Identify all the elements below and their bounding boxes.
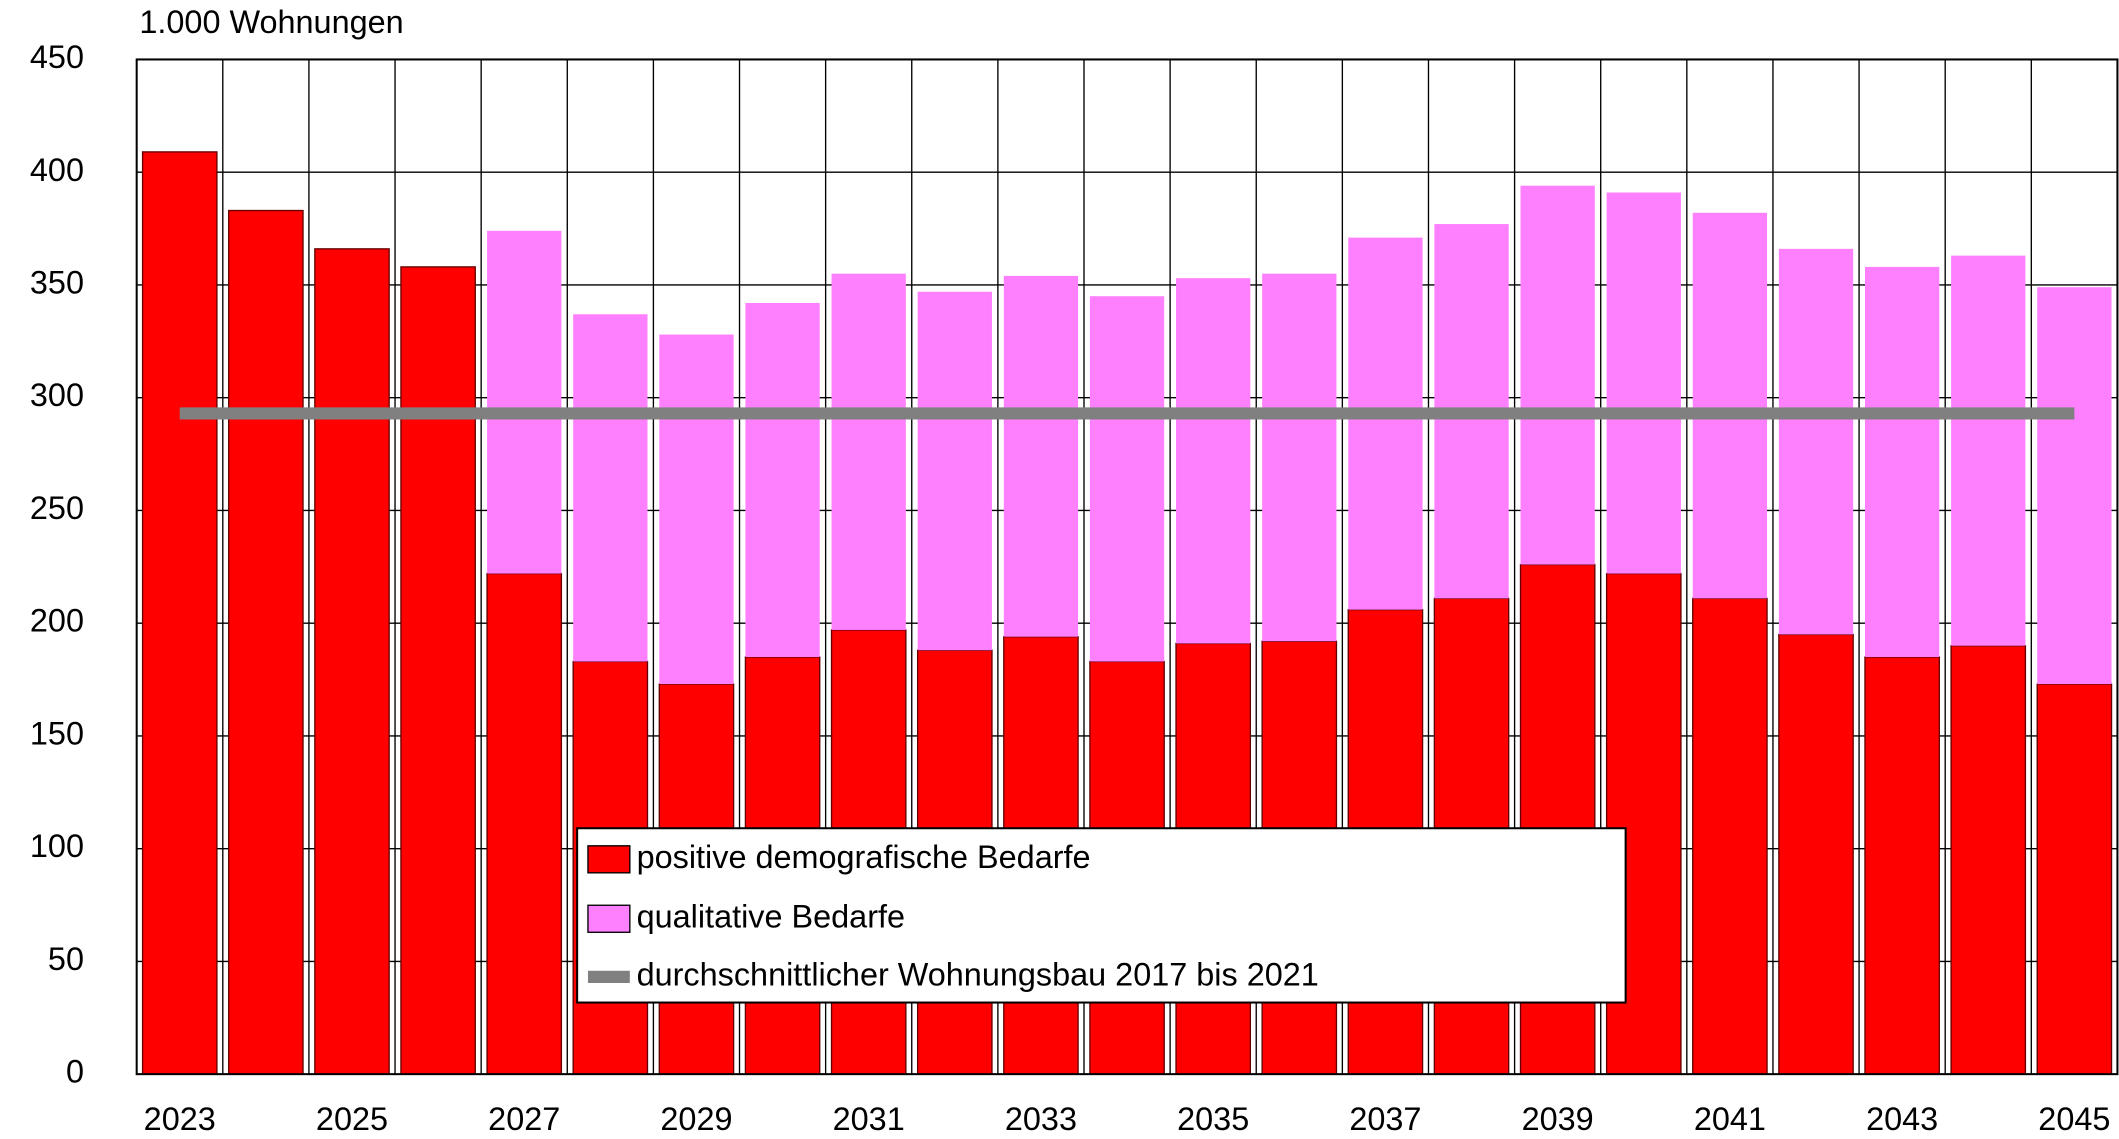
bar-segment — [2036, 683, 2113, 1075]
x-tick-label: 2043 — [1866, 1101, 1938, 1137]
x-tick-label: 2027 — [488, 1101, 560, 1137]
plot-frame — [135, 58, 2119, 1076]
bar-segment — [1692, 212, 1768, 599]
bar-segment — [1864, 656, 1940, 1075]
bar-segment — [487, 230, 562, 574]
bar-segment — [1176, 278, 1251, 644]
legend-swatch — [587, 904, 631, 933]
bar-segment — [141, 151, 218, 1075]
bar-segment — [314, 248, 390, 1075]
legend-label: positive demografische Bedarfe — [637, 839, 1091, 875]
legend-swatch — [587, 845, 631, 874]
bar-segment — [917, 291, 992, 651]
legend-label: durchschnittlicher Wohnungsbau 2017 bis … — [637, 956, 1319, 992]
bar-segment — [1348, 237, 1423, 610]
x-tick-label: 2041 — [1694, 1101, 1766, 1137]
y-tick-label: 300 — [30, 377, 84, 413]
y-tick-label: 200 — [30, 603, 84, 639]
bar-segment — [1262, 273, 1337, 642]
bar-segment — [486, 572, 563, 1075]
y-tick-label: 0 — [66, 1054, 84, 1090]
y-tick-label: 450 — [30, 39, 84, 75]
x-tick-label: 2023 — [144, 1101, 216, 1137]
bar-segment — [1778, 633, 1854, 1075]
bar-segment — [1950, 645, 2027, 1075]
bar-segment — [573, 314, 648, 662]
y-axis-title: 1.000 Wohnungen — [139, 4, 403, 40]
x-tick-label: 2037 — [1349, 1101, 1421, 1137]
legend-box — [576, 827, 1627, 1004]
bar-segment — [1778, 248, 1854, 635]
x-tick-label: 2033 — [1005, 1101, 1077, 1137]
bar-segment — [2037, 287, 2112, 685]
bar-segment — [1864, 266, 1940, 657]
bar-segment — [1089, 296, 1165, 662]
bar-segment — [659, 334, 734, 685]
x-tick-label: 2039 — [1522, 1101, 1594, 1137]
bar-segment — [228, 209, 304, 1075]
y-tick-label: 100 — [30, 828, 84, 864]
x-tick-label: 2025 — [316, 1101, 388, 1137]
y-tick-label: 50 — [48, 941, 84, 977]
y-tick-label: 250 — [30, 490, 84, 526]
bar-segment — [1606, 192, 1681, 574]
bar-segment — [400, 266, 476, 1075]
x-tick-label: 2031 — [833, 1101, 905, 1137]
x-tick-label: 2045 — [2038, 1101, 2110, 1137]
y-tick-label: 400 — [30, 152, 84, 188]
bar-segment — [745, 302, 820, 657]
bar-segment — [1951, 255, 2026, 646]
bar-segment — [831, 273, 906, 630]
legend-label: qualitative Bedarfe — [637, 898, 905, 934]
bar-segment — [1003, 275, 1079, 637]
bar-segment — [1520, 185, 1595, 565]
x-tick-label: 2029 — [660, 1101, 732, 1137]
x-tick-label: 2035 — [1177, 1101, 1249, 1137]
bar-segment — [1692, 597, 1768, 1075]
y-tick-label: 150 — [30, 715, 84, 751]
y-tick-label: 350 — [30, 265, 84, 301]
